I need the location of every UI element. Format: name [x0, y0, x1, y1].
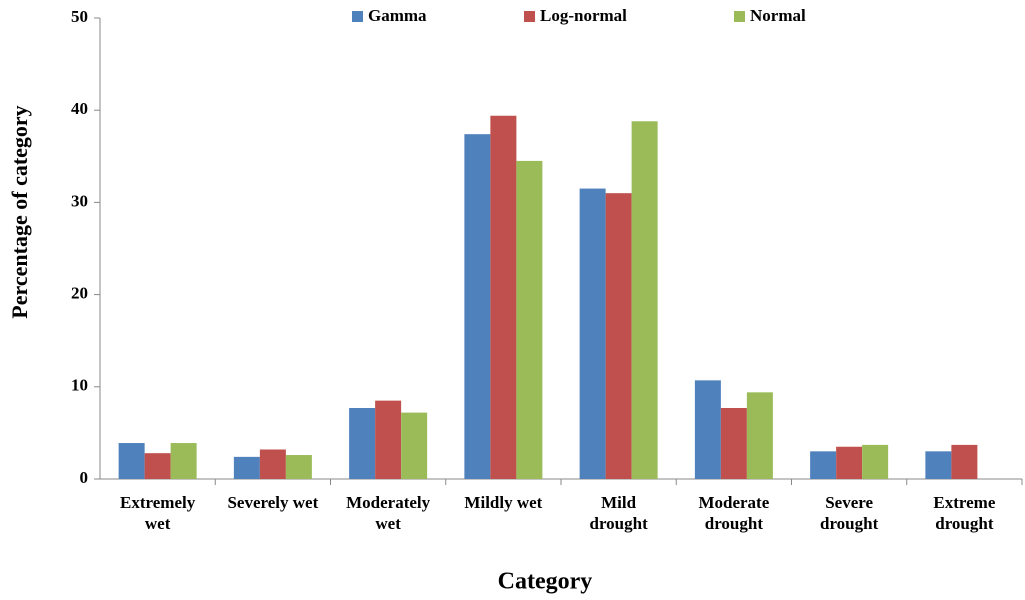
y-tick-label: 10 — [71, 376, 88, 395]
legend-label: Normal — [750, 6, 806, 25]
x-tick-label: Moderately wet — [346, 493, 431, 533]
bar — [605, 193, 632, 479]
x-axis-title: Category — [498, 569, 593, 595]
bar — [464, 134, 491, 479]
bar — [490, 115, 517, 480]
x-tick-label: Moderate drought — [698, 493, 770, 533]
legend-swatch — [524, 11, 535, 22]
x-tick-label: Severely wet — [227, 493, 319, 512]
bar — [862, 444, 889, 479]
bar — [836, 446, 863, 479]
bar — [631, 121, 658, 479]
bar — [694, 380, 721, 479]
y-axis-title: Percentage of category — [7, 105, 32, 318]
legend-swatch — [734, 11, 745, 22]
bar — [720, 408, 747, 479]
bar — [118, 443, 145, 479]
x-tick-label: Extreme drought — [933, 493, 996, 533]
bar — [746, 392, 773, 479]
bar — [579, 188, 606, 479]
legend-swatch — [352, 11, 363, 22]
x-tick-label: Mildly wet — [464, 493, 543, 512]
bar — [925, 451, 952, 479]
y-tick-label: 50 — [71, 7, 88, 26]
bar — [349, 408, 376, 479]
bar — [516, 160, 543, 479]
x-tick-label: Severe drought — [819, 493, 879, 533]
bar — [259, 449, 286, 479]
bar — [951, 444, 978, 479]
legend-label: Log-normal — [540, 6, 627, 25]
bar — [233, 456, 260, 479]
y-tick-label: 40 — [71, 99, 88, 118]
legend-label: Gamma — [368, 6, 427, 25]
x-tick-label: Mild drought — [589, 493, 648, 533]
x-tick-label: Extremely wet — [120, 493, 196, 533]
bar — [375, 400, 402, 479]
y-tick-label: 20 — [71, 284, 88, 303]
bar — [285, 455, 312, 479]
y-tick-label: 0 — [80, 468, 89, 487]
bar — [144, 453, 171, 479]
bar — [810, 451, 837, 479]
y-tick-label: 30 — [71, 191, 88, 210]
bar — [170, 443, 197, 479]
bar — [401, 412, 428, 479]
